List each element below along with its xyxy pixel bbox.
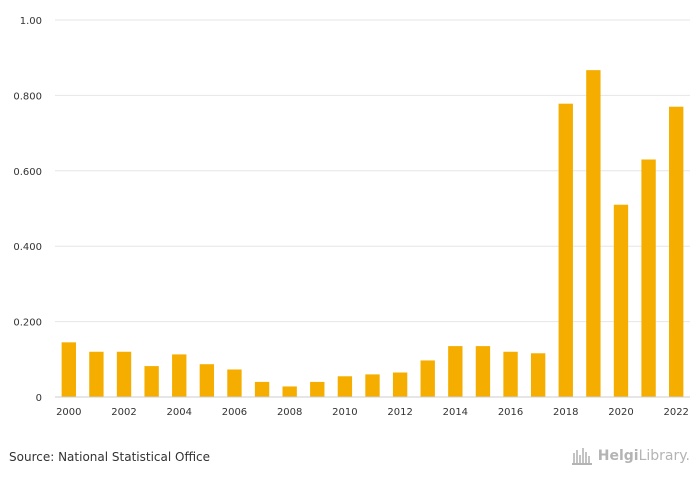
- bar-2011: [365, 374, 380, 397]
- bars: [61, 70, 684, 398]
- x-tick-label: 2016: [498, 407, 523, 418]
- x-axis: 2000 2002 2004 2006 2008 2010 2012 2014 2016 2018…: [55, 396, 690, 418]
- x-tick-label: 2004: [167, 407, 192, 418]
- bar-2021: [641, 159, 656, 397]
- bar-2007: [254, 381, 270, 397]
- bar-2004: [172, 354, 187, 397]
- bar-2020: [613, 204, 629, 397]
- bar-2003: [144, 366, 159, 397]
- grid-lines: [55, 19, 690, 323]
- x-tick-label: 2022: [663, 407, 688, 418]
- helgi-library-logo: HelgiLibrary.: [571, 447, 690, 465]
- x-tick-label: 2012: [387, 407, 412, 418]
- bar-2009: [310, 381, 325, 397]
- bar-2019: [586, 70, 601, 398]
- x-tick-label: 2006: [222, 407, 247, 418]
- x-tick-label: 2008: [277, 407, 302, 418]
- bar-2014: [448, 346, 463, 397]
- bar-2015: [475, 346, 491, 397]
- y-tick-label: 0.200: [13, 318, 42, 329]
- x-tick-label: 2000: [56, 407, 81, 418]
- y-tick-label: 0: [36, 393, 42, 404]
- bar-2013: [420, 360, 435, 397]
- helgi-library-logo-icon: [571, 448, 592, 465]
- y-tick-label: 1.00: [20, 16, 42, 27]
- logo-text-bold: Helgi: [597, 448, 639, 464]
- bar-2001: [89, 351, 104, 397]
- bar-2016: [503, 351, 518, 397]
- bar-2017: [530, 353, 546, 397]
- y-tick-label: 0.400: [13, 242, 42, 253]
- x-tick-label: 2020: [608, 407, 633, 418]
- bar-2010: [337, 376, 353, 397]
- x-tick-label: 2002: [111, 407, 136, 418]
- bar-2006: [227, 369, 242, 397]
- y-tick-label: 0.800: [13, 91, 42, 102]
- bar-2008: [282, 386, 297, 397]
- bar-2005: [199, 364, 215, 397]
- bar-2012: [392, 372, 408, 397]
- x-tick-label: 2014: [443, 407, 468, 418]
- bar-2000: [61, 342, 76, 397]
- y-tick-label: 0.600: [13, 167, 42, 178]
- bar-2018: [558, 103, 573, 397]
- y-axis: 0 0.200 0.400 0.600 0.800 1.00: [13, 16, 42, 404]
- x-tick-label: 2010: [332, 407, 357, 418]
- bar-2002: [116, 351, 132, 397]
- source-note: Source: National Statistical Office: [9, 450, 211, 464]
- bar-2022: [669, 106, 684, 398]
- x-tick-label: 2018: [553, 407, 578, 418]
- logo-text-light: Library.: [638, 448, 690, 464]
